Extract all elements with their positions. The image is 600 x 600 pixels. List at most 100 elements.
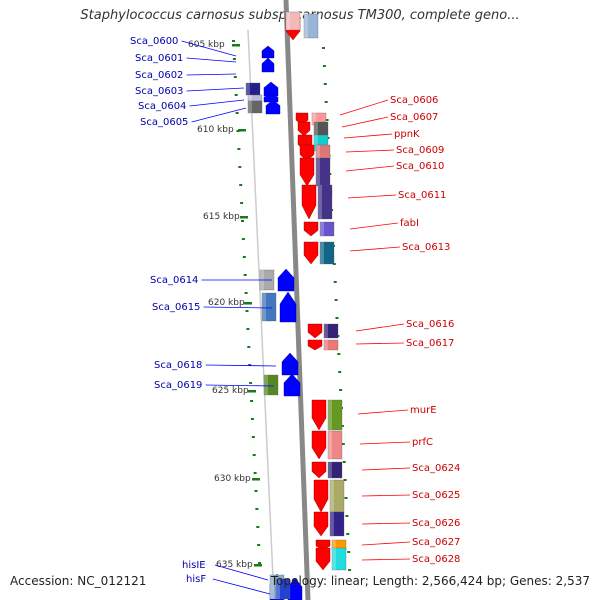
reverse-gene-arrow[interactable] [281, 352, 299, 376]
protein-block-shade [276, 579, 280, 599]
forward-gene-label[interactable]: fabI [400, 218, 419, 229]
protein-block-shade [262, 293, 266, 321]
forward-gene-label[interactable]: Sca_0616 [406, 319, 454, 330]
reverse-gene-arrow[interactable] [265, 99, 281, 115]
label-leader-line [347, 194, 397, 199]
reverse-gene-label[interactable]: Sca_0604 [138, 101, 186, 112]
protein-block-shade [328, 400, 332, 430]
label-leader-line [361, 558, 411, 561]
label-leader-line [181, 40, 237, 57]
scale-tick [244, 302, 252, 305]
label-leader-line [212, 578, 271, 595]
scale-dot [245, 310, 249, 312]
reverse-gene-arrow[interactable] [261, 57, 275, 73]
protein-block [329, 511, 345, 537]
scale-dot [246, 328, 250, 330]
scale-dot [256, 526, 260, 528]
reverse-gene-label[interactable]: Sca_0600 [130, 36, 178, 47]
scale-dot [253, 472, 257, 474]
label-leader-line [214, 564, 269, 581]
label-leader-line [339, 99, 389, 116]
scale-dot [234, 94, 238, 96]
protein-block-shade [318, 185, 322, 219]
protein-block [261, 292, 277, 322]
protein-block-shade [332, 548, 336, 570]
protein-block-shade [328, 462, 332, 478]
forward-gene-arrow[interactable] [297, 121, 311, 137]
protein-block-shade [332, 540, 336, 550]
forward-gene-arrow[interactable] [307, 339, 323, 351]
scale-dot [250, 400, 253, 402]
scale-dot-right [325, 119, 329, 121]
label-leader-line [189, 99, 245, 107]
forward-gene-label[interactable]: Sca_0628 [412, 554, 460, 565]
protein-block-shade [314, 122, 318, 136]
reverse-gene-label[interactable]: hisF [186, 574, 206, 585]
scale-dot [255, 508, 259, 510]
forward-gene-arrow[interactable] [311, 399, 327, 431]
reverse-gene-label[interactable]: Sca_0615 [152, 302, 200, 313]
forward-gene-arrow[interactable] [301, 184, 317, 220]
forward-gene-label[interactable]: Sca_0611 [398, 190, 446, 201]
reverse-gene-label[interactable]: Sca_0614 [150, 275, 198, 286]
forward-gene-label[interactable]: Sca_0627 [412, 537, 460, 548]
forward-gene-label[interactable]: Sca_0607 [390, 112, 438, 123]
protein-block [331, 547, 347, 571]
protein-block-shade [304, 14, 308, 38]
scale-dot-right [332, 263, 336, 265]
forward-gene-arrow[interactable] [307, 323, 323, 339]
reverse-gene-label[interactable]: Sca_0605 [140, 117, 188, 128]
protein-block-shade [330, 480, 334, 512]
protein-block-shade [320, 222, 324, 236]
forward-gene-label[interactable]: Sca_0617 [406, 338, 454, 349]
scale-dot [240, 202, 244, 204]
reverse-gene-arrow[interactable] [283, 373, 301, 397]
label-leader-line [355, 342, 405, 345]
forward-gene-arrow[interactable] [311, 430, 327, 460]
reverse-gene-arrow[interactable] [279, 291, 297, 323]
forward-gene-arrow[interactable] [303, 241, 319, 265]
protein-block-shade [324, 340, 328, 350]
label-leader-line [357, 409, 409, 415]
reverse-gene-arrow[interactable] [261, 45, 275, 59]
reverse-gene-label[interactable]: hisIE [182, 560, 206, 571]
protein-block [285, 11, 301, 31]
forward-gene-label[interactable]: Sca_0606 [390, 95, 438, 106]
scale-dot [249, 382, 253, 384]
forward-gene-arrow[interactable] [313, 479, 329, 513]
forward-gene-arrow[interactable] [303, 221, 319, 237]
scale-tick [240, 216, 248, 219]
protein-block [327, 430, 343, 460]
forward-gene-label[interactable]: Sca_0626 [412, 518, 460, 529]
reverse-gene-label[interactable]: Sca_0603 [135, 86, 183, 97]
label-leader-line [205, 364, 277, 367]
forward-gene-label[interactable]: Sca_0609 [396, 145, 444, 156]
scale-dot [250, 418, 254, 420]
scale-dot-right [346, 533, 350, 535]
forward-gene-label[interactable]: ppnK [394, 129, 420, 140]
label-leader-line [186, 57, 237, 63]
protein-block [319, 241, 335, 265]
forward-gene-arrow[interactable] [311, 461, 327, 479]
protein-block-shade [314, 135, 318, 151]
scale-dot-right [347, 551, 351, 553]
protein-block-shade [316, 158, 320, 186]
reverse-gene-label[interactable]: Sca_0619 [154, 380, 202, 391]
scale-dot-right [322, 65, 326, 67]
forward-gene-label[interactable]: prfC [412, 437, 433, 448]
forward-gene-label[interactable]: Sca_0613 [402, 242, 450, 253]
reverse-gene-label[interactable]: Sca_0601 [135, 53, 183, 64]
forward-gene-label[interactable]: Sca_0625 [412, 490, 460, 501]
forward-gene-label[interactable]: Sca_0624 [412, 463, 460, 474]
reverse-gene-label[interactable]: Sca_0618 [154, 360, 202, 371]
scale-dot-right [334, 299, 338, 301]
forward-gene-arrow[interactable] [299, 157, 315, 187]
forward-gene-arrow[interactable] [313, 511, 329, 537]
forward-gene-arrow[interactable] [315, 547, 331, 571]
forward-gene-label[interactable]: Sca_0610 [396, 161, 444, 172]
forward-gene-label[interactable]: murE [410, 405, 437, 416]
reverse-gene-arrow[interactable] [277, 268, 295, 292]
reverse-gene-label[interactable]: Sca_0602 [135, 70, 183, 81]
label-leader-line [205, 384, 275, 387]
protein-block-shade [328, 431, 332, 459]
